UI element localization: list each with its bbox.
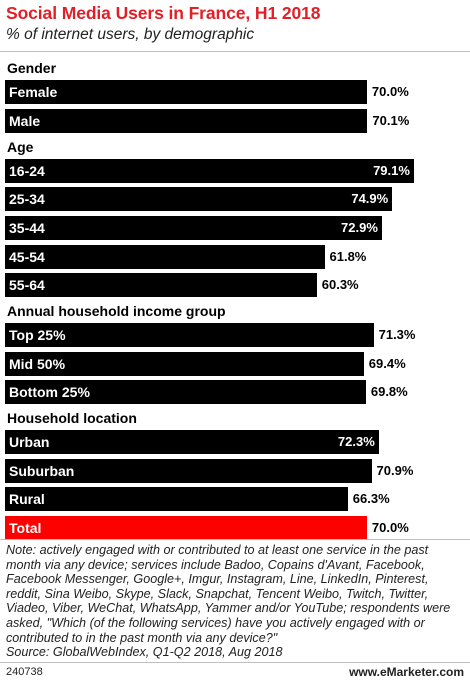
bar bbox=[5, 108, 368, 133]
value-label: 69.4% bbox=[368, 355, 406, 371]
bar-label: Suburban bbox=[9, 462, 75, 479]
bar bbox=[5, 216, 382, 240]
bar-label: 25-34 bbox=[9, 191, 45, 208]
plot-divider bbox=[0, 539, 470, 540]
bar bbox=[5, 351, 364, 376]
brand-link[interactable]: www.eMarketer.com bbox=[349, 665, 464, 679]
value-label: 70.9% bbox=[376, 462, 414, 478]
value-label: 70.1% bbox=[372, 112, 410, 128]
bar-label: Female bbox=[9, 84, 58, 101]
chart-id: 240738 bbox=[6, 666, 43, 678]
bar bbox=[5, 273, 317, 298]
bar-total bbox=[5, 516, 367, 540]
bar bbox=[5, 158, 414, 183]
chart-note: Note: actively engaged with or contribut… bbox=[6, 543, 464, 660]
value-label: 70.0% bbox=[371, 520, 409, 535]
bar bbox=[5, 487, 348, 512]
value-label: 61.8% bbox=[329, 248, 367, 264]
header-divider bbox=[0, 51, 470, 52]
section-title: Gender bbox=[7, 60, 57, 76]
section-title: Annual household income group bbox=[7, 302, 226, 319]
bar-label: Total bbox=[9, 520, 42, 536]
value-label: 72.9% bbox=[341, 220, 378, 235]
bar bbox=[5, 430, 379, 455]
bar-label: Mid 50% bbox=[9, 355, 66, 372]
bar-label: 45-54 bbox=[9, 248, 45, 265]
value-label: 74.9% bbox=[351, 191, 389, 207]
bar bbox=[5, 80, 367, 105]
value-label: 79.1% bbox=[373, 162, 410, 178]
bar-label: Top 25% bbox=[9, 327, 66, 344]
value-label: 71.3% bbox=[378, 327, 416, 343]
bar-label: Bottom 25% bbox=[9, 384, 90, 401]
note-text: Note: actively engaged with or contribut… bbox=[6, 543, 451, 645]
bar-label: 55-64 bbox=[9, 277, 45, 294]
source-text: Source: GlobalWebIndex, Q1-Q2 2018, Aug … bbox=[6, 645, 283, 660]
value-label: 66.3% bbox=[352, 491, 390, 507]
value-label: 72.3% bbox=[337, 434, 375, 450]
bar bbox=[5, 458, 372, 483]
section-title: Age bbox=[7, 138, 34, 155]
value-label: 69.8% bbox=[370, 384, 408, 400]
bar bbox=[5, 323, 374, 348]
bar-label: Rural bbox=[9, 491, 45, 508]
bar-label: Male bbox=[9, 112, 41, 129]
bar-label: 16-24 bbox=[9, 162, 45, 179]
bar bbox=[5, 244, 325, 269]
value-label: 60.3% bbox=[321, 277, 359, 293]
section-title: Household location bbox=[7, 409, 137, 426]
bar bbox=[5, 187, 393, 212]
bar-label: Urban bbox=[9, 434, 50, 451]
chart-subtitle: % of internet users, by demographic bbox=[6, 26, 255, 43]
bar bbox=[5, 380, 366, 405]
value-label: 70.0% bbox=[371, 84, 409, 100]
chart-title: Social Media Users in France, H1 2018 bbox=[6, 3, 321, 23]
bar-label: 35-44 bbox=[9, 220, 45, 236]
footer-divider bbox=[0, 662, 470, 663]
